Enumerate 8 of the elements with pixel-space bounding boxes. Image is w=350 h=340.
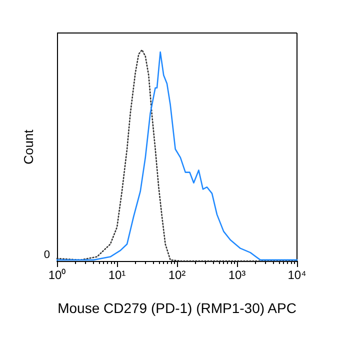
x-tick-label: 10³ — [228, 268, 246, 282]
x-tick-label: 10⁴ — [288, 268, 306, 282]
y-axis-title: Count — [21, 129, 36, 164]
x-tick-label: 10² — [168, 268, 186, 282]
x-axis-title: Mouse CD279 (PD-1) (RMP1-30) APC — [58, 300, 296, 316]
text: 0 — [44, 249, 50, 261]
x-tick-label: 10¹ — [108, 268, 126, 282]
x-tick-label: 10⁰ — [48, 268, 66, 282]
